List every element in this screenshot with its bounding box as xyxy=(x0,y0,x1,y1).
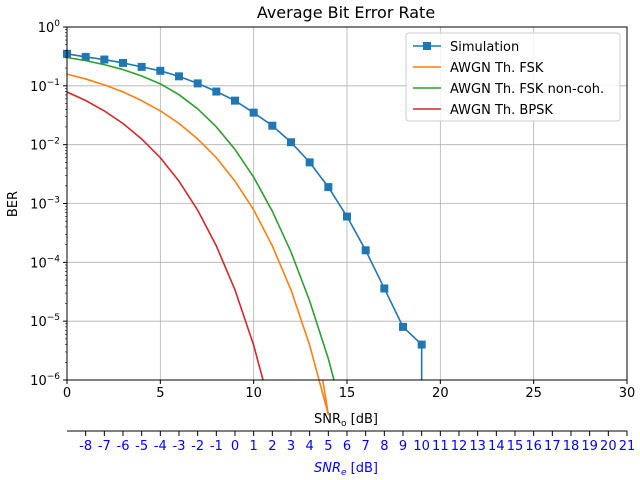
series-marker xyxy=(81,52,90,61)
series-marker xyxy=(119,58,127,67)
sec-tick-label: 3 xyxy=(287,439,295,454)
series-marker xyxy=(175,72,183,81)
sec-tick-label: 0 xyxy=(231,439,239,454)
y-tick-label: 10−3 xyxy=(30,196,60,213)
sec-tick-label: 9 xyxy=(399,439,407,454)
x-tick-label: 20 xyxy=(432,386,449,401)
legend-label: AWGN Th. BPSK xyxy=(450,103,553,118)
sec-tick-label: -8 xyxy=(79,439,92,454)
y-tick-label: 10−1 xyxy=(30,78,60,95)
secondary-axis-label: SNRe [dB] xyxy=(314,461,378,478)
sec-tick-label: 6 xyxy=(343,439,351,454)
x-tick-label: 30 xyxy=(619,386,636,401)
series-marker xyxy=(417,340,426,349)
legend-label: AWGN Th. FSK xyxy=(450,61,544,76)
sec-tick-label: 19 xyxy=(581,439,598,454)
legend-entries: Simulation AWGN Th. FSK AWGN Th. FSK non-c… xyxy=(413,40,604,118)
series-marker xyxy=(231,96,239,105)
series-marker xyxy=(268,121,277,130)
legend-label: AWGN Th. FSK non-coh. xyxy=(450,82,604,97)
sec-tick-label: 21 xyxy=(619,439,636,454)
y-tick-label: 10−5 xyxy=(30,313,60,330)
sec-tick-label: 5 xyxy=(324,439,332,454)
sec-tick-label: 7 xyxy=(362,439,370,454)
sec-tick-label: -3 xyxy=(173,439,186,454)
series-marker xyxy=(361,246,370,255)
series-marker xyxy=(305,158,314,167)
chart-title: Average Bit Error Rate xyxy=(257,3,435,22)
series-marker xyxy=(324,183,333,192)
sec-tick-label: -6 xyxy=(117,439,130,454)
x-tick-label: 5 xyxy=(156,386,164,401)
sec-tick-label: 10 xyxy=(413,439,430,454)
y-tick-label: 10−6 xyxy=(30,372,60,389)
legend-label: Simulation xyxy=(450,40,519,55)
legend-box xyxy=(405,32,621,122)
series-marker xyxy=(287,138,295,147)
series-marker xyxy=(193,79,202,88)
series-marker xyxy=(156,66,165,75)
sec-tick-label: -2 xyxy=(191,439,204,454)
sec-tick-label: -4 xyxy=(154,439,167,454)
series-line xyxy=(66,73,330,416)
series-marker xyxy=(380,284,389,293)
legend: Simulation AWGN Th. FSK AWGN Th. FSK non-c… xyxy=(405,32,621,122)
sec-tick-label: -5 xyxy=(135,439,148,454)
series-line xyxy=(66,91,264,381)
y-tick-label: 100 xyxy=(38,19,61,36)
x-tick-label: 10 xyxy=(245,386,262,401)
secondary-axis-ticks: -8 -7 -6 -5 -4 -3 -2 -1 0 1 2 3 4 5 6 7 8 9 10 11 12 13 14 15 16… xyxy=(79,431,635,454)
series-marker xyxy=(249,108,258,117)
y-axis-label: BER xyxy=(6,191,21,217)
sec-tick-label: 2 xyxy=(268,439,276,454)
sec-tick-label: 1 xyxy=(250,439,258,454)
sec-tick-label: 16 xyxy=(525,439,542,454)
sec-tick-label: 15 xyxy=(507,439,524,454)
series-marker xyxy=(399,322,407,331)
sec-tick-label: 4 xyxy=(306,439,314,454)
y-tick-label: 10−4 xyxy=(30,254,60,271)
sec-tick-label: 12 xyxy=(451,439,468,454)
series-marker xyxy=(343,212,351,221)
sec-tick-label: 8 xyxy=(380,439,388,454)
sec-tick-label: -1 xyxy=(210,439,223,454)
series-marker xyxy=(137,62,146,71)
sec-tick-label: 20 xyxy=(600,439,617,454)
x-tick-label: 25 xyxy=(525,386,542,401)
sec-tick-label: 18 xyxy=(563,439,580,454)
series-marker xyxy=(100,55,109,64)
legend-marker xyxy=(423,42,431,50)
sec-tick-label: 11 xyxy=(432,439,449,454)
sec-tick-label: 17 xyxy=(544,439,561,454)
x-axis-ticks: 0 5 10 15 20 25 30 xyxy=(63,380,635,401)
sec-tick-label: 13 xyxy=(469,439,486,454)
sec-tick-label: 14 xyxy=(488,439,505,454)
x-tick-label: 15 xyxy=(339,386,356,401)
series-line xyxy=(66,56,335,381)
series-line xyxy=(66,53,423,380)
y-tick-label: 10−2 xyxy=(30,137,60,154)
sec-tick-label: -7 xyxy=(98,439,111,454)
series-marker xyxy=(212,87,221,96)
x-axis-label: SNRo [dB] xyxy=(314,412,378,429)
y-axis-ticks: 100 10−1 10−2 10−3 10−4 10−5 10−6 xyxy=(30,19,67,389)
plot-lines xyxy=(63,49,426,416)
x-tick-label: 0 xyxy=(63,386,71,401)
